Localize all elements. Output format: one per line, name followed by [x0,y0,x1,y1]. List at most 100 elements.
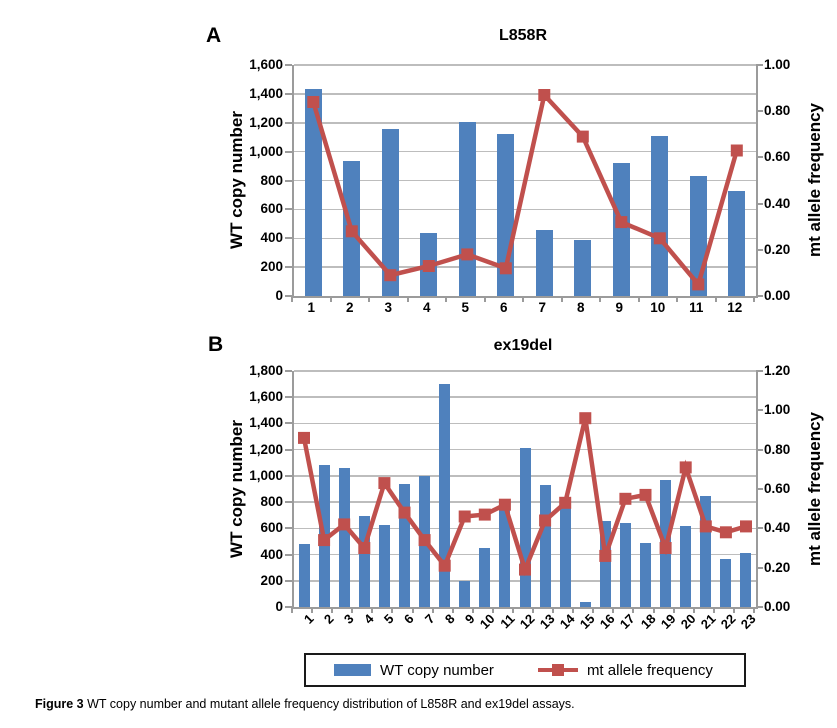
line-marker [599,549,612,562]
left-axis-tick [285,579,292,582]
wt-copy-number-bar [304,88,322,296]
wt-copy-number-bar [700,495,712,607]
gridline [294,396,756,398]
x-axis-tick [672,608,675,613]
right-axis-tick [756,370,763,372]
line-marker [619,492,632,505]
wt-copy-number-bar [539,485,551,607]
wt-copy-number-bar [381,129,399,296]
left-axis-tick-label: 0 [275,599,283,614]
left-axis-tick-label: 400 [260,546,283,562]
x-axis-tick-label: 4 [422,300,431,315]
line-marker [298,431,310,444]
plot-area-b [292,370,758,609]
line-marker [398,506,411,519]
left-axis-tick-label: 200 [260,572,283,588]
right-axis-tick [756,295,763,297]
line-marker [730,144,743,157]
line-marker [358,542,371,554]
x-axis-tick [431,608,434,613]
line-path [311,90,739,290]
left-axis-tick [285,448,292,451]
right-axis-tick [756,488,763,490]
caption-text: WT copy number and mutant allele frequen… [87,697,575,711]
x-axis-tick [331,608,334,613]
line-marker [384,269,397,282]
legend-line-marker [551,664,564,676]
x-axis-tick [652,608,655,613]
left-axis-tick [285,474,292,477]
x-axis-tick [445,297,447,302]
left-axis-tick [285,527,292,530]
wt-copy-number-bar [439,384,451,607]
left-axis-tick-label: 1,800 [249,363,283,378]
x-axis-tick-label: 7 [538,300,546,315]
line-marker [740,520,752,533]
wt-copy-number-bar [728,191,746,296]
right-axis-tick-label: 0.80 [764,103,791,119]
wt-copy-number-bar [619,523,631,607]
wt-copy-number-bar [680,526,692,607]
left-axis-title-b: WT copy number [227,420,246,558]
right-axis-tick [756,409,763,412]
right-axis-tick-label: 0.20 [764,559,791,575]
wt-copy-number-bar [651,135,669,296]
line-marker [461,248,474,261]
left-axis-tick [285,64,292,66]
left-axis-tick-label: 600 [260,520,283,536]
line-marker [639,488,652,501]
gridline [294,208,756,211]
line-marker [418,534,431,547]
left-axis-tick-label: 200 [260,259,283,275]
left-axis-tick-label: 400 [260,230,283,246]
x-axis-tick [483,297,486,302]
mt-allele-frequency-line [307,89,743,291]
right-axis-tick-label: 1.00 [764,402,791,418]
legend-bar-label: WT copy number [380,661,494,679]
gridline [294,64,756,66]
wt-copy-number-bar [479,548,491,607]
x-axis-tick [351,608,354,613]
wt-copy-number-bar [579,601,591,607]
right-axis-tick-label: 0.40 [764,195,791,211]
left-axis-tick [285,92,292,95]
x-axis-tick [572,608,575,613]
line-marker [559,496,572,509]
gridline [294,237,756,239]
x-axis-tick-label: 8 [576,300,585,315]
x-axis-tick [712,608,715,613]
x-axis-tick [637,297,640,302]
wt-copy-number-bar [535,229,553,296]
wt-copy-number-bar [298,544,310,607]
right-axis-tick-label: 0.00 [764,599,791,614]
wt-copy-number-bar [338,468,350,607]
left-axis-tick [285,266,292,269]
line-marker [539,514,552,527]
x-axis-tick-label: 10 [650,300,666,315]
right-axis-tick [756,64,763,66]
panel-letter-b: B [208,333,224,356]
left-axis-tick [285,295,292,297]
x-axis-tick [491,608,494,613]
line-marker [307,96,320,108]
plot-area-a [292,64,758,298]
gridline [294,266,756,268]
gridline [294,422,756,425]
x-axis-tick [552,608,555,613]
line-marker [338,518,351,531]
wt-copy-number-bar [599,521,611,607]
chart-title-b: ex19del [493,337,553,354]
right-axis-tick-label: 0.20 [764,241,791,257]
legend: WT copy number mt allele frequency [304,653,746,687]
x-axis-tick-label: 12 [727,300,743,315]
line-marker [345,225,358,238]
x-axis-tick [391,608,394,613]
line-marker [692,278,705,291]
x-axis-tick [753,608,755,613]
right-axis-tick-label: 0.00 [764,288,791,303]
left-axis-tick [285,150,292,153]
x-axis-tick-label: 5 [461,300,469,315]
x-axis-tick-label: 11 [689,300,704,315]
x-axis-tick [329,297,332,302]
